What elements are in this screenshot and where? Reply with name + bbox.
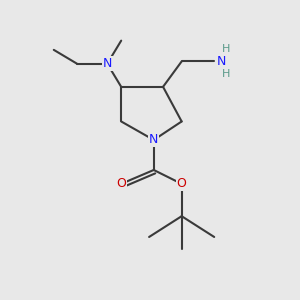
Text: N: N bbox=[217, 55, 226, 68]
Text: N: N bbox=[103, 57, 112, 70]
Text: N: N bbox=[149, 134, 158, 146]
Text: H: H bbox=[222, 69, 230, 79]
Text: H: H bbox=[222, 44, 230, 54]
Text: O: O bbox=[116, 177, 126, 190]
Text: O: O bbox=[177, 177, 187, 190]
